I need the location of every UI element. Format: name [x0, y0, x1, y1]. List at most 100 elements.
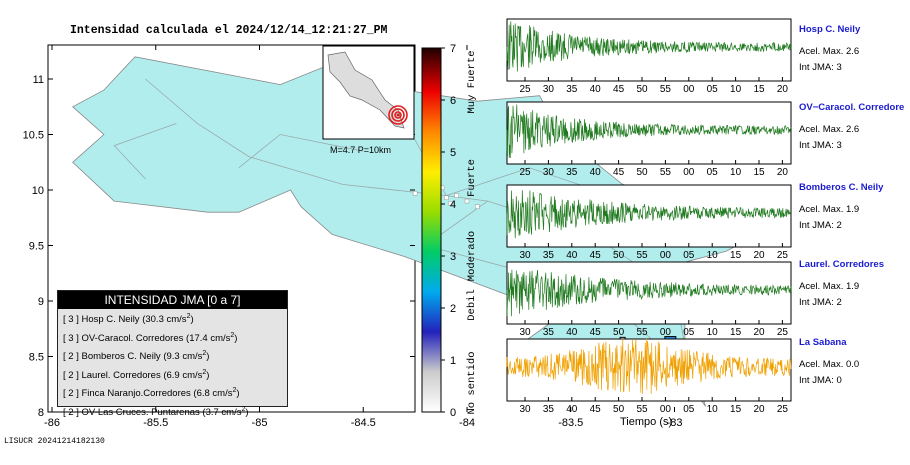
legend-close-paren: )	[190, 314, 194, 326]
seismogram-x-tick-label: 45	[613, 84, 625, 95]
intensity-legend: INTENSIDAD JMA [0 a 7] [ 3 ] Hosp C. Nei…	[57, 290, 288, 418]
station-jma-intensity: Int JMA: 0	[799, 375, 842, 386]
seismogram-x-tick-label: 30	[519, 250, 531, 261]
seismogram-x-tick-label: 55	[636, 250, 648, 261]
footer-id: LISUCR 20241214182130	[4, 437, 105, 446]
station-max-accel: Acel. Max. 2.6	[799, 124, 860, 135]
seismogram-x-tick-label: 55	[636, 404, 648, 415]
seismogram-x-tick-label: 00	[660, 250, 672, 261]
seismogram-x-tick-label: 05	[683, 404, 695, 415]
seismogram-trace	[506, 104, 792, 159]
seismogram-x-tick-label: 55	[636, 327, 648, 338]
legend-station-name: Laurel. Corredores	[78, 369, 164, 381]
legend-acceleration: (30.3 cm/s	[142, 314, 187, 326]
seismogram-x-tick-label: 45	[613, 167, 625, 178]
map-y-tick-label: 10	[32, 185, 44, 197]
colorbar-category-label: Muy Fuerte	[466, 50, 478, 113]
inset-caption: M=4.7 P=10km	[330, 145, 391, 155]
legend-item: [ 2 ] Bomberos C. Neily (9.3 cm/s2)	[58, 346, 287, 365]
seismogram-x-tick-label: 40	[566, 327, 578, 338]
seismogram-x-label: Tiempo (s)	[620, 416, 673, 428]
legend-close-paren: )	[245, 406, 249, 418]
seismogram-x-tick-label: 30	[519, 327, 531, 338]
legend-close-paren: )	[234, 332, 238, 344]
legend-level: [ 2 ]	[63, 388, 79, 400]
legend-unit-exponent: 2	[186, 313, 191, 320]
seismogram-x-tick-label: 45	[590, 327, 602, 338]
colorbar-category-label: Debil	[466, 289, 478, 321]
map-y-tick-label: 9	[38, 296, 44, 308]
seismogram-x-tick-label: 40	[566, 404, 578, 415]
station-info: Bomberos C. Neily Acel. Max. 1.9 Int JMA: …	[799, 182, 883, 234]
intensity-colorbar	[421, 47, 442, 413]
legend-unit-exponent: 2	[232, 387, 237, 395]
map-x-tick-label: -85.5	[143, 417, 168, 429]
seismogram-x-tick-label: 55	[660, 167, 672, 178]
seismogram-x-tick-label: 10	[730, 84, 742, 95]
seismogram-x-tick-label: 35	[543, 404, 555, 415]
legend-station-name: Hosp C. Neily	[78, 314, 143, 326]
seismogram-x-tick-label: 55	[660, 84, 672, 95]
map-x-tick-label: -84.5	[351, 417, 376, 429]
seismogram-x-tick-label: 20	[777, 167, 789, 178]
seismogram-x-tick-label: 40	[566, 250, 578, 261]
station-jma-intensity: Int JMA: 3	[799, 140, 842, 151]
seismogram-x-tick-label: 35	[566, 167, 578, 178]
seismogram-x-tick-label: 20	[753, 404, 765, 415]
legend-unit-exponent: 2	[202, 368, 207, 376]
colorbar-tick-label: 5	[450, 147, 456, 159]
legend-item: [ 2 ] Laurel. Corredores (6.9 cm/s2)	[58, 365, 287, 384]
seismogram-x-tick-label: 15	[730, 250, 742, 261]
legend-station-name: Bomberos C. Neily	[78, 351, 164, 363]
seismogram-x-tick-label: 10	[707, 327, 719, 338]
colorbar-tick-label: 6	[450, 95, 456, 107]
town-marker	[444, 195, 449, 201]
station-name-label: Hosp C. Neily	[799, 24, 861, 35]
town-marker	[448, 201, 453, 206]
legend-unit-exponent: 2	[241, 405, 246, 413]
seismogram-x-tick-label: 20	[753, 250, 765, 261]
seismogram-x-tick-label: 05	[707, 84, 719, 95]
legend-acceleration: (3.7 cm/s	[202, 406, 242, 418]
seismogram-trace	[506, 190, 792, 239]
seismogram-x-tick-label: 00	[660, 404, 672, 415]
seismogram-x-tick-label: 15	[730, 327, 742, 338]
epicenter-icon	[396, 113, 400, 117]
seismogram-x-tick-label: 30	[543, 84, 555, 95]
seismogram-x-tick-label: 45	[590, 404, 602, 415]
seismogram-x-tick-label: 35	[543, 250, 555, 261]
legend-level: [ 2 ]	[63, 369, 79, 381]
station-name-label: OV−Caracol. Corredore	[799, 102, 905, 113]
seismogram-x-tick-label: 25	[777, 327, 789, 338]
station-jma-intensity: Int JMA: 3	[799, 62, 842, 73]
seismogram-x-tick-label: 25	[777, 404, 789, 415]
legend-close-paren: )	[206, 351, 210, 363]
seismogram-x-tick-label: 05	[683, 327, 695, 338]
town-marker	[464, 198, 470, 204]
seismogram-x-tick-label: 50	[636, 84, 648, 95]
map-x-tick-label: -83	[667, 417, 683, 429]
station-info: Laurel. Corredores Acel. Max. 1.9 Int JMA:…	[799, 259, 884, 311]
legend-items: [ 3 ] Hosp C. Neily (30.3 cm/s2)[ 3 ] OV…	[58, 309, 287, 420]
station-name-label: La Sabana	[799, 337, 847, 348]
station-max-accel: Acel. Max. 1.9	[799, 204, 860, 215]
colorbar-category-label: No sentido	[466, 351, 478, 414]
legend-unit-exponent: 2	[230, 331, 235, 339]
legend-header: INTENSIDAD JMA [0 a 7]	[58, 291, 287, 309]
legend-level: [ 2 ]	[63, 351, 79, 363]
map-y-tick-label: 8.5	[29, 352, 44, 364]
station-info: OV−Caracol. Corredore Acel. Max. 2.6 Int J…	[799, 102, 904, 154]
legend-item: [ 3 ] Hosp C. Neily (30.3 cm/s2)	[58, 309, 287, 328]
station-max-accel: Acel. Max. 0.0	[799, 359, 860, 370]
inset-landmass	[327, 51, 405, 129]
seismogram-x-tick-label: 20	[777, 84, 789, 95]
map-x-tick-label: -85	[252, 417, 268, 429]
seismogram-x-tick-label: 40	[590, 84, 602, 95]
epicenter-icon	[394, 111, 402, 119]
seismogram-trace	[506, 338, 792, 395]
seismogram-x-tick-label: 25	[519, 84, 531, 95]
epicenter-icon	[391, 108, 405, 122]
colorbar-tick-label: 0	[450, 407, 456, 419]
station-jma-intensity: Int JMA: 2	[799, 220, 842, 231]
